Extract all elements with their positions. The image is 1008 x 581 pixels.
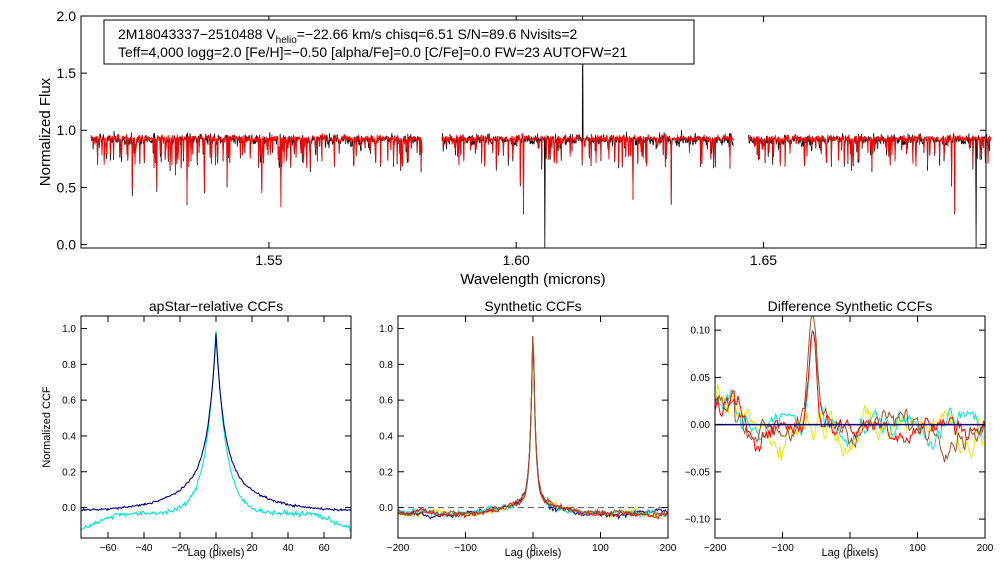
apstar-ccf-lines (80, 330, 352, 533)
x-tick-label: 0 (213, 543, 219, 554)
synthetic-ccf-title: Synthetic CCFs (484, 298, 581, 314)
y-tick-label: 0.0 (62, 503, 76, 514)
info-box (103, 19, 695, 65)
info-line1: 2M18043337−2510488 Vhelio=−22.66 km/s ch… (118, 26, 578, 46)
y-tick-label: 0.0 (379, 503, 393, 514)
observed-spectrum-line (90, 131, 423, 207)
apstar-ccf-xlabel: Lag (pixels) (188, 547, 245, 559)
apstar-ccf-frame (80, 315, 352, 539)
cyan-ccf-line (80, 330, 352, 533)
model-spectrum-line (748, 132, 992, 213)
yellow-synthetic-ccf-line (397, 350, 668, 519)
synthetic-ccf-panel: Synthetic CCFs −200 −100 0 100 200 0.0 0.2 0.4 0… (379, 298, 677, 559)
info-line1-start: 2M18043337−2510488 V (118, 26, 276, 42)
y-tick-label: 0.6 (379, 396, 393, 407)
difference-ccf-ticks: −200 −100 0 100 200 −0.10 −0.05 0.00 0.05 0.10 (685, 316, 994, 554)
difference-ccf-panel: Difference Synthetic CCFs −200 −100 0 100 20… (685, 298, 994, 559)
x-tick-label: −60 (100, 543, 117, 554)
y-tick-label: 0.4 (379, 431, 393, 442)
x-tick-label: 1.55 (255, 252, 282, 268)
x-tick-label: −200 (387, 543, 410, 554)
y-tick-label: 0.10 (691, 326, 711, 337)
x-tick-label: 0 (847, 543, 853, 554)
x-tick-label: 100 (909, 543, 926, 554)
difference-ccf-xlabel: Lag (pixels) (822, 547, 879, 559)
spectrum-lines (90, 15, 992, 249)
red-difference-line (714, 331, 986, 453)
info-line2: Teff=4,000 logg=2.0 [Fe/H]=−0.50 [alpha/… (118, 44, 627, 60)
x-tick-label: 60 (318, 543, 330, 554)
y-tick-label: 0.5 (57, 179, 77, 195)
x-tick-label: −100 (454, 543, 477, 554)
y-tick-label: 1.0 (57, 122, 77, 138)
x-tick-label: 0 (530, 543, 536, 554)
apstar-ccf-panel: apStar−relative CCFs −60 −40 −20 0 20 40 60 0.0… (41, 298, 352, 559)
synthetic-ccf-lines (397, 335, 668, 520)
model-spectrum-line (90, 133, 423, 208)
y-tick-label: 1.5 (57, 65, 77, 81)
spectrum-panel: 1.55 1.60 1.65 0.0 0.5 1.0 1.5 2.0 Normalized F… (37, 8, 992, 288)
y-tick-label: 0.00 (691, 420, 711, 431)
info-line1-end: =−22.66 km/s chisq=6.51 S/N=89.6 Nvisits… (297, 26, 578, 42)
y-tick-label: 2.0 (57, 8, 77, 24)
brown-difference-line (714, 315, 986, 463)
x-tick-label: 20 (246, 543, 258, 554)
cyan-synthetic-ccf-line (397, 341, 668, 519)
cyan-difference-line (714, 328, 986, 450)
y-tick-label: 0.05 (691, 373, 711, 384)
spectrum-xlabel: Wavelength (microns) (460, 271, 605, 288)
x-tick-label: 40 (282, 543, 294, 554)
x-tick-label: 200 (660, 543, 677, 554)
synthetic-ccf-ticks: −200 −100 0 100 200 0.0 0.2 0.4 0.6 0.8 1.0 (379, 316, 677, 554)
x-tick-label: −40 (136, 543, 153, 554)
spectrum-frame (80, 15, 987, 249)
apstar-ccf-ylabel: Normalized CCF (41, 386, 53, 468)
y-tick-label: 0.8 (62, 360, 76, 371)
spectrum-ylabel: Normalized Flux (37, 77, 54, 186)
x-tick-label: 200 (977, 543, 994, 554)
difference-ccf-lines (714, 315, 986, 463)
x-tick-label: 1.65 (750, 252, 777, 268)
y-tick-label: 0.6 (62, 396, 76, 407)
y-tick-label: 1.0 (62, 324, 76, 335)
apstar-ccf-title: apStar−relative CCFs (149, 298, 283, 314)
x-tick-label: −100 (771, 543, 794, 554)
y-tick-label: 0.2 (62, 467, 76, 478)
y-tick-label: 1.0 (379, 324, 393, 335)
spectrum-ticks: 1.55 1.60 1.65 0.0 0.5 1.0 1.5 2.0 (57, 8, 986, 268)
y-tick-label: 0.0 (57, 236, 77, 252)
x-tick-label: 1.60 (503, 252, 530, 268)
model-spectrum-line (441, 132, 734, 213)
x-tick-label: 100 (592, 543, 609, 554)
y-tick-label: −0.10 (685, 515, 711, 526)
synthetic-ccf-xlabel: Lag (pixels) (505, 547, 562, 559)
y-tick-label: 0.2 (379, 467, 393, 478)
y-tick-label: −0.05 (685, 467, 711, 478)
brown-synthetic-ccf-line (397, 336, 668, 519)
red-synthetic-ccf-line (397, 335, 668, 520)
info-subscript: helio (276, 35, 298, 46)
difference-ccf-title: Difference Synthetic CCFs (768, 298, 933, 314)
x-tick-label: −20 (172, 543, 189, 554)
y-tick-label: 0.8 (379, 360, 393, 371)
apstar-ccf-ticks: −60 −40 −20 0 20 40 60 0.0 0.2 0.4 0.6 0.8 1.0 (62, 316, 351, 554)
y-tick-label: 0.4 (62, 431, 76, 442)
x-tick-label: −200 (704, 543, 727, 554)
navy-ccf-line (80, 333, 352, 512)
